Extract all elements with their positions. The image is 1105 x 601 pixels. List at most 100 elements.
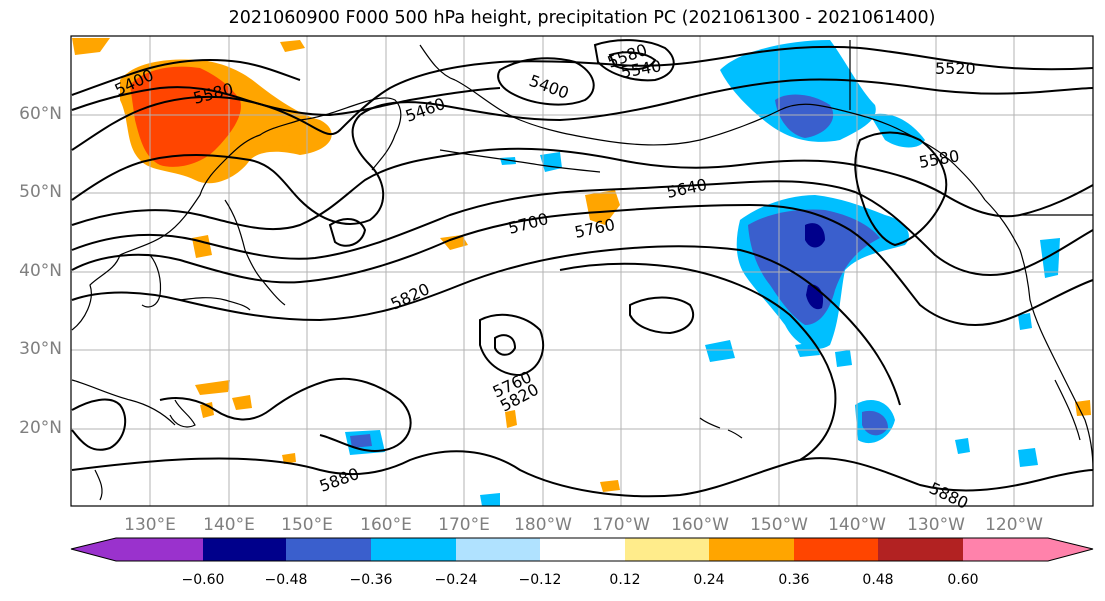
colorbar-tick: −0.60: [181, 572, 225, 588]
precip-positive-area: [282, 453, 296, 464]
colorbar-tick: −0.48: [264, 572, 308, 588]
contour-5820-b: [559, 262, 837, 461]
contour-5760: [71, 203, 1094, 326]
lat-label: 30°N: [19, 339, 62, 359]
contour-5400-low: [497, 57, 595, 106]
precip-negative-area: [1018, 313, 1032, 330]
contour-5580: [71, 78, 1094, 225]
precip-positive-area: [1075, 400, 1091, 416]
contour-5380-low: [593, 39, 675, 82]
contour-5880-hawaii: [629, 296, 695, 335]
precip-negative-area: [1040, 238, 1060, 278]
colorbar-segment: [116, 538, 203, 561]
precip-positive-area: [600, 480, 620, 492]
lon-label: 160°E: [360, 515, 412, 535]
contour-5820: [71, 245, 901, 406]
colorbar-tick: 0.36: [778, 572, 810, 588]
chart-title: 2021060900 F000 500 hPa height, precipit…: [228, 8, 936, 28]
lon-label: 120°W: [985, 515, 1043, 535]
lon-label: 150°E: [281, 515, 333, 535]
contour-5640: [71, 147, 1094, 231]
coastline-aleutians: [439, 149, 601, 173]
colorbar-segment: [371, 538, 456, 561]
contour-subtrop-high-inner: [494, 334, 517, 356]
contour-5460: [71, 86, 501, 117]
contour-5880-loop: [71, 398, 127, 451]
coastline-japan-south: [179, 297, 251, 311]
precip-positive-area: [72, 38, 110, 55]
precip-negative-area: [1018, 448, 1038, 467]
contour-5700: [71, 180, 1094, 276]
graticule: [71, 36, 1093, 506]
colorbar-segment: [203, 538, 286, 561]
precip-positive-area: [195, 380, 230, 395]
colorbar-segment: [963, 538, 1048, 561]
precip-negative-area: [835, 350, 852, 367]
coastline-china-south: [71, 379, 176, 426]
precip-negative-area: [870, 113, 925, 148]
colorbar-tick: 0.48: [862, 572, 894, 588]
coastline-asia: [71, 104, 356, 331]
contour-5580-low: [328, 218, 367, 247]
precip-positive-area: [505, 410, 517, 428]
coastline-baja: [1054, 379, 1081, 441]
precip-negative-peak: [805, 223, 825, 248]
contour-label: 5520: [935, 59, 976, 78]
precip-positive-area: [232, 395, 252, 410]
lon-label: 130°W: [907, 515, 965, 535]
coastline-taiwan: [94, 469, 103, 501]
contour-5880-mid: [159, 377, 412, 452]
precip-negative-core: [748, 209, 880, 325]
colorbar-segment: [456, 538, 540, 561]
contour-5520: [71, 45, 1094, 151]
lon-label: 180°W: [514, 515, 572, 535]
precip-negative-area: [480, 493, 500, 506]
precip-negative-area: [955, 438, 970, 454]
colorbar-tick: 0.24: [693, 572, 725, 588]
colorbar-segment: [625, 538, 709, 561]
precip-positive-area: [200, 402, 214, 418]
contour-5880-south: [71, 450, 1094, 498]
precip-positive-area: [250, 117, 317, 146]
contour-alaska-trough: [854, 131, 948, 247]
lon-label: 170°E: [438, 515, 490, 535]
colorbar-tick: −0.12: [518, 572, 562, 588]
colorbar-tick: 0.60: [947, 572, 979, 588]
lon-label: 140°E: [203, 515, 255, 535]
coastline-philippines: [169, 399, 196, 428]
lon-label: 150°W: [750, 515, 808, 535]
lon-label: 130°E: [124, 515, 176, 535]
map-frame: [70, 35, 1094, 507]
colorbar-segment: [794, 538, 878, 561]
coastline-north-america: [984, 199, 1094, 471]
lat-label: 40°N: [19, 261, 62, 281]
coastline-hawaii: [699, 417, 743, 439]
colorbar-tick: −0.36: [349, 572, 393, 588]
lon-label: 160°W: [671, 515, 729, 535]
precip-positive-area: [585, 190, 620, 225]
contour-subtrop-high: [479, 313, 545, 377]
coastline-bering: [419, 44, 456, 81]
coastline-kamchatka: [354, 97, 402, 171]
colorbar-segment: [878, 538, 963, 561]
colorbar-extend-high: [1048, 538, 1093, 561]
lon-label: 170°W: [592, 515, 650, 535]
colorbar-segment: [709, 538, 794, 561]
colorbar-segment: [286, 538, 371, 561]
lat-label: 60°N: [19, 104, 62, 124]
colorbar-extend-low: [71, 538, 116, 561]
colorbar-segment: [540, 538, 625, 561]
lon-label: 140°W: [828, 515, 886, 535]
colorbar-outline: [70, 537, 1094, 562]
colorbar-segments: [71, 538, 1093, 561]
precip-positive-area: [280, 40, 305, 52]
precip-positive-area: [440, 235, 468, 250]
height-contours: [71, 39, 1094, 498]
precip-negative-area: [720, 40, 876, 142]
precip-negative-core: [350, 434, 372, 448]
precip-negative-area: [705, 340, 735, 362]
coastlines: [71, 40, 1094, 501]
contour-5340-low: [608, 51, 657, 71]
